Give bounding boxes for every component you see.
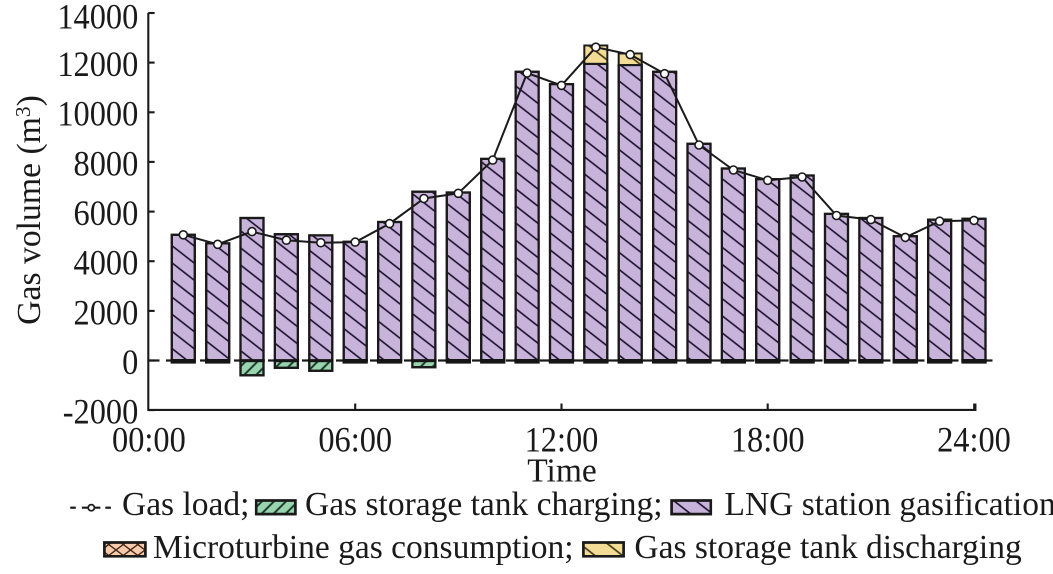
svg-text:Gas load;: Gas load; <box>122 486 249 523</box>
svg-text:14000: 14000 <box>57 0 138 37</box>
svg-text:Microturbine gas consumption;: Microturbine gas consumption; <box>153 529 574 566</box>
svg-text:0: 0 <box>122 342 138 382</box>
svg-text:24:00: 24:00 <box>937 420 1011 460</box>
svg-text:18:00: 18:00 <box>731 420 805 460</box>
svg-text:4000: 4000 <box>74 243 139 283</box>
svg-text:10000: 10000 <box>57 94 138 134</box>
svg-text:2000: 2000 <box>74 293 139 333</box>
svg-text:00:00: 00:00 <box>112 420 186 460</box>
svg-text:6000: 6000 <box>74 193 139 233</box>
svg-text:Gas volume (m3): Gas volume (m3) <box>11 95 48 325</box>
svg-text:Gas storage tank charging;: Gas storage tank charging; <box>305 486 663 523</box>
svg-text:LNG station gasification: LNG station gasification <box>725 486 1053 523</box>
svg-text:12000: 12000 <box>57 44 138 84</box>
svg-text:8000: 8000 <box>74 144 139 184</box>
svg-text:Time: Time <box>527 453 597 490</box>
svg-text:06:00: 06:00 <box>318 420 392 460</box>
svg-text:Gas storage tank discharging: Gas storage tank discharging <box>634 529 1022 566</box>
